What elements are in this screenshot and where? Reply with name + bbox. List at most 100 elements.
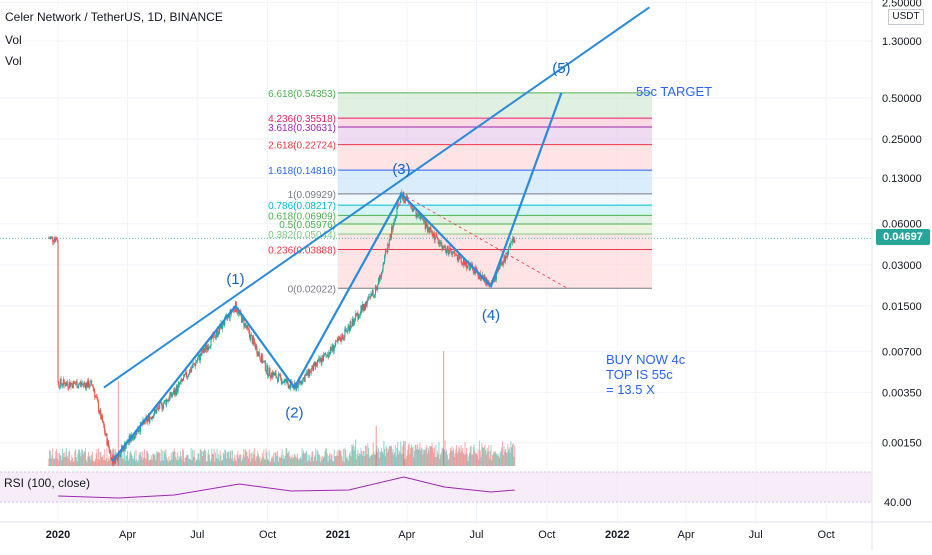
volume-bar bbox=[182, 448, 184, 466]
candle-body bbox=[269, 367, 271, 376]
volume-bar bbox=[355, 439, 357, 466]
candle-body bbox=[448, 252, 450, 255]
volume-bar bbox=[162, 450, 164, 466]
candle-body bbox=[410, 205, 412, 207]
candle-body bbox=[331, 349, 333, 351]
volume-bar bbox=[271, 455, 273, 466]
volume-bar bbox=[52, 459, 54, 466]
volume-bar bbox=[61, 460, 63, 466]
quote-currency-tag[interactable]: USDT bbox=[888, 9, 924, 25]
candle-body bbox=[374, 285, 377, 295]
volume-indicator-label[interactable]: Vol bbox=[5, 33, 22, 47]
candle-body bbox=[199, 353, 201, 361]
volume-bar bbox=[343, 461, 345, 466]
candle-body bbox=[221, 321, 224, 329]
candle-body bbox=[323, 354, 325, 356]
volume-bar bbox=[353, 450, 355, 466]
volume-bar bbox=[335, 456, 337, 466]
wave-label-5: (5) bbox=[552, 60, 570, 77]
candle-body bbox=[284, 379, 286, 380]
candle-body bbox=[311, 365, 313, 369]
volume-bar bbox=[204, 448, 206, 466]
candle-body bbox=[411, 206, 413, 211]
candle-body bbox=[439, 242, 441, 244]
volume-indicator-label-2[interactable]: Vol bbox=[5, 54, 22, 68]
volume-bar bbox=[364, 456, 366, 466]
volume-bar bbox=[495, 453, 497, 466]
volume-bar bbox=[504, 451, 506, 466]
candle-body bbox=[93, 387, 95, 392]
candle-body bbox=[106, 433, 108, 445]
candle-body bbox=[358, 316, 360, 320]
volume-bar bbox=[368, 457, 370, 466]
candle-body bbox=[193, 363, 195, 365]
candle-body bbox=[98, 411, 100, 414]
volume-bar bbox=[361, 451, 363, 466]
candle-body bbox=[187, 375, 189, 377]
time-tick-label: Jul bbox=[469, 529, 483, 541]
volume-bar bbox=[137, 461, 139, 466]
candle-body bbox=[92, 386, 94, 388]
volume-bar bbox=[354, 446, 356, 466]
volume-bar bbox=[106, 448, 108, 466]
volume-bar bbox=[281, 449, 283, 466]
candle-body bbox=[286, 380, 288, 383]
candle-body bbox=[268, 367, 270, 376]
volume-bar bbox=[359, 454, 361, 466]
volume-bar bbox=[101, 456, 103, 466]
volume-bar bbox=[159, 453, 161, 466]
volume-bar bbox=[89, 456, 91, 466]
volume-bar bbox=[413, 457, 415, 466]
candle-body bbox=[64, 382, 66, 387]
volume-bar bbox=[92, 460, 94, 466]
price-axis-background bbox=[872, 0, 932, 550]
candle-body bbox=[498, 266, 500, 270]
candle-body bbox=[511, 238, 513, 242]
fib-zone bbox=[338, 118, 652, 127]
volume-bar bbox=[110, 461, 112, 466]
volume-bar bbox=[345, 457, 347, 466]
candle-body bbox=[396, 206, 398, 216]
candle-body bbox=[156, 407, 159, 409]
candle-body bbox=[322, 354, 325, 362]
candle-body bbox=[162, 407, 164, 409]
candle-body bbox=[185, 372, 187, 375]
candle-body bbox=[430, 226, 432, 231]
volume-bar bbox=[233, 458, 235, 466]
volume-bar bbox=[349, 451, 351, 466]
candle-body bbox=[262, 360, 264, 363]
candle-body bbox=[286, 380, 289, 384]
volume-bar bbox=[70, 459, 72, 466]
volume-bar bbox=[155, 460, 157, 466]
candle-body bbox=[431, 232, 433, 234]
candle-body bbox=[216, 329, 218, 335]
candle-body bbox=[201, 350, 203, 356]
volume-bar bbox=[142, 459, 144, 466]
rsi-indicator-label[interactable]: RSI (100, close) bbox=[4, 476, 91, 490]
volume-bar bbox=[313, 456, 315, 466]
candle-body bbox=[133, 436, 135, 440]
candle-body bbox=[79, 382, 81, 384]
candle-body bbox=[435, 234, 437, 237]
volume-bar bbox=[122, 449, 124, 466]
candle-body bbox=[512, 238, 514, 242]
volume-bar bbox=[185, 457, 187, 466]
volume-bar bbox=[211, 449, 213, 466]
volume-bar bbox=[97, 448, 100, 466]
candle-body bbox=[183, 374, 185, 378]
wave-label-2: (2) bbox=[285, 405, 303, 422]
volume-bar bbox=[256, 456, 258, 466]
volume-bar bbox=[398, 450, 400, 466]
volume-bar bbox=[471, 454, 473, 466]
volume-bar bbox=[446, 454, 448, 466]
volume-bar bbox=[130, 453, 132, 466]
candle-body bbox=[353, 320, 355, 326]
volume-bar bbox=[457, 451, 459, 466]
candle-body bbox=[146, 418, 149, 422]
volume-bar bbox=[169, 459, 171, 466]
volume-bar bbox=[147, 453, 149, 466]
candle-body bbox=[97, 402, 100, 412]
candle-body bbox=[282, 381, 284, 383]
